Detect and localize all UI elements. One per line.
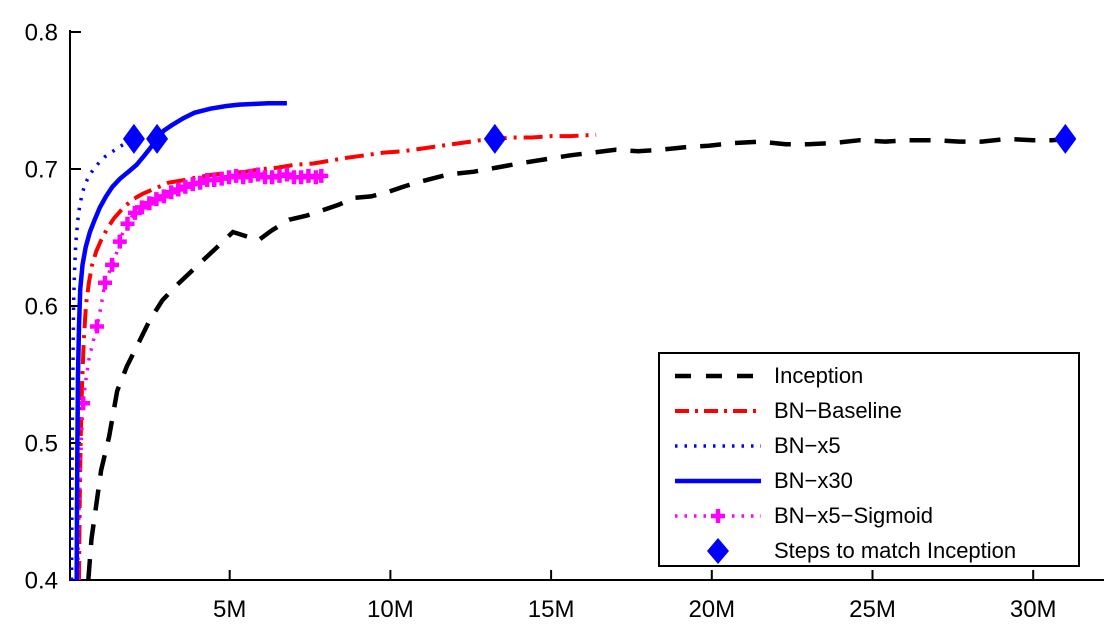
legend-label-bn-x30: BN−x30: [774, 467, 853, 493]
legend-label-steps-to-match: Steps to match Inception: [774, 537, 1017, 563]
diamond-marker-steps-to-match-inception: [483, 123, 506, 154]
legend-label-bn-x5: BN−x5: [774, 432, 841, 458]
plus-marker-bn-x5-sigmoid: [134, 200, 149, 215]
plus-marker-bn-x5-sigmoid: [178, 179, 193, 194]
legend-plus-marker: [711, 508, 725, 523]
legend-row-bn-baseline: BN−Baseline: [672, 393, 1078, 428]
plus-marker-bn-x5-sigmoid: [142, 196, 157, 211]
diamond-marker-steps-to-match-inception: [146, 123, 169, 154]
plus-marker-bn-x5-sigmoid: [164, 185, 179, 200]
legend-row-bn-x5-sigmoid: BN−x5−Sigmoid: [672, 498, 1078, 533]
legend-sample-bn-x5-dotted-line: [675, 443, 761, 448]
y-tick-label-0.5: 0.5: [25, 431, 58, 458]
plus-marker-bn-x5-sigmoid: [156, 189, 171, 204]
legend-label-inception: Inception: [774, 362, 864, 388]
x-tick-label-5M: 5M: [213, 596, 246, 623]
plus-marker-bn-x5-sigmoid: [171, 182, 186, 197]
legend-sample-bn-baseline-dash-dot-line: [675, 408, 761, 413]
plus-marker-bn-x5-sigmoid: [250, 167, 265, 182]
y-tick-label-0.6: 0.6: [25, 294, 58, 321]
plus-marker-bn-x5-sigmoid: [97, 275, 112, 290]
legend-sample-diamond-marker: [707, 537, 729, 564]
diamond-marker-steps-to-match-inception: [122, 123, 145, 154]
x-tick-label-10M: 10M: [367, 596, 414, 623]
curve-bn-x30: [74, 100, 287, 581]
x-tick-label-25M: 25M: [849, 596, 896, 623]
y-tick-label-0.4: 0.4: [25, 568, 58, 595]
curve-inception: [86, 136, 1066, 581]
plus-marker-bn-x5-sigmoid: [105, 257, 120, 272]
y-tick-label-0.8: 0.8: [25, 20, 58, 47]
plus-marker-bn-x5-sigmoid: [112, 234, 127, 249]
legend-row-steps-to-match: Steps to match Inception: [672, 533, 1078, 568]
plus-marker-bn-x5-sigmoid: [89, 319, 104, 334]
plus-marker-bn-x5-sigmoid: [279, 167, 294, 182]
legend-diamond-marker: [707, 537, 729, 564]
legend-sample-inception-dashed-line: [675, 373, 761, 378]
x-tick-label-20M: 20M: [688, 596, 735, 623]
x-tick-label-15M: 15M: [528, 596, 575, 623]
diamond-marker-steps-to-match-inception: [1054, 123, 1077, 154]
legend-row-bn-x5: BN−x5: [672, 428, 1078, 463]
plus-marker-bn-x5-sigmoid: [149, 192, 164, 207]
legend-row-inception: Inception: [672, 358, 1078, 393]
legend-row-bn-x30: BN−x30: [672, 463, 1078, 498]
x-tick-label-30M: 30M: [1010, 596, 1057, 623]
y-tick-label-0.7: 0.7: [25, 157, 58, 184]
curve-bn-x5-sigmoid: [75, 172, 320, 581]
legend-sample-bn-x30-solid-line: [675, 478, 761, 483]
legend: Inception BN−Baseline BN−x5 BN−x30 BN−x5…: [658, 352, 1080, 567]
plus-marker-bn-x5-sigmoid: [127, 205, 142, 220]
plus-marker-bn-x5-sigmoid: [314, 168, 329, 183]
plus-marker-bn-x5-sigmoid: [193, 175, 208, 190]
legend-label-bn-baseline: BN−Baseline: [774, 397, 902, 423]
plus-marker-bn-x5-sigmoid: [120, 216, 135, 231]
legend-label-bn-x5-sigmoid: BN−x5−Sigmoid: [774, 502, 933, 528]
legend-sample-bn-x5-sigmoid-dotted-plus-line: [675, 508, 761, 523]
